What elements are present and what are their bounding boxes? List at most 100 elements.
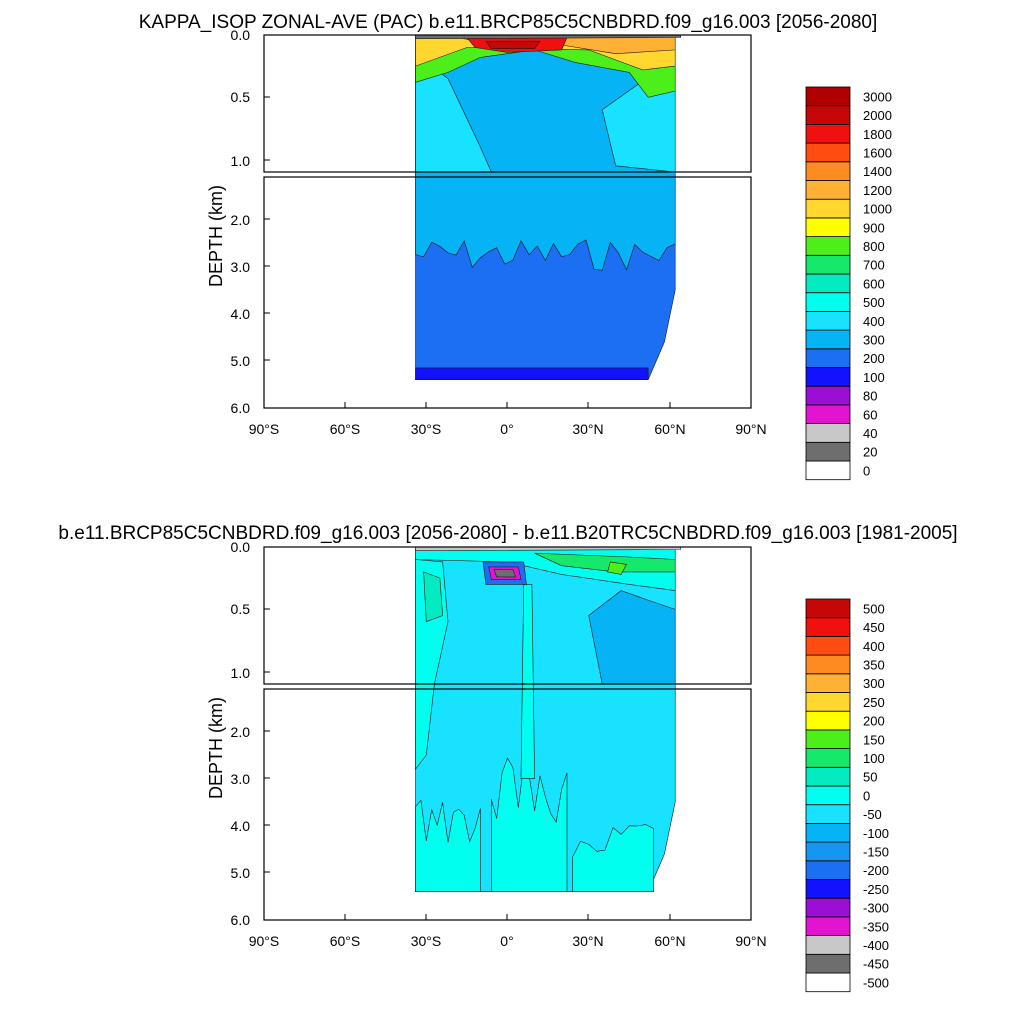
field-region [415, 171, 676, 271]
field-region [423, 571, 443, 623]
panel-2-y-ticks-upper: 0.0 0.5 1.0 [231, 539, 251, 681]
panel-1: KAPPA_ISOP ZONAL-AVE (PAC) b.e11.BRCP85C… [139, 12, 892, 481]
colorbar-label: 900 [863, 220, 885, 235]
colorbar-swatch [805, 217, 851, 237]
panel-2-title: b.e11.BRCP85C5CNBDRD.f09_g16.003 [2056-2… [58, 523, 957, 544]
colorbar-label: 1000 [863, 202, 892, 217]
field-region [415, 53, 492, 173]
colorbar-swatch [805, 654, 851, 675]
colorbar-label: 400 [863, 314, 885, 329]
colorbar-swatch [805, 441, 851, 462]
colorbar-label: 1600 [863, 145, 892, 160]
colorbar-label: 40 [863, 426, 877, 441]
colorbar-swatch [805, 86, 851, 107]
colorbar-swatch [805, 935, 851, 955]
colorbar-swatch [805, 180, 851, 200]
colorbar-swatch [805, 124, 851, 144]
colorbar-swatch [805, 673, 851, 693]
colorbar-label: 80 [863, 389, 877, 404]
y-tick-label: 3.0 [231, 259, 251, 275]
colorbar-swatch [805, 404, 851, 424]
colorbar-label: 200 [863, 351, 885, 366]
field-region [493, 569, 517, 578]
field-region [415, 799, 481, 892]
colorbar-swatch [805, 897, 851, 918]
field-region [485, 40, 541, 49]
colorbar-label: 150 [863, 732, 885, 747]
panel-1-x-ticks: 90°S 60°S 30°S 0° 30°N 60°N 90°N [249, 421, 767, 437]
colorbar-swatch [805, 879, 851, 899]
x-tick-label: 60°N [654, 421, 685, 437]
panel-2-field [415, 546, 681, 892]
y-tick-label: 6.0 [231, 912, 251, 928]
colorbar-label: 1200 [863, 183, 892, 198]
colorbar-swatch [805, 804, 851, 824]
colorbar-label: -500 [863, 975, 889, 990]
panel-2: b.e11.BRCP85C5CNBDRD.f09_g16.003 [2056-2… [58, 523, 958, 993]
colorbar-label: -100 [863, 826, 889, 841]
y-tick-label: 0.5 [231, 601, 251, 617]
colorbar-swatch [805, 972, 851, 993]
y-tick-label: 0.5 [231, 89, 251, 105]
y-tick-label: 1.0 [231, 153, 251, 169]
colorbar-swatch [805, 105, 851, 125]
colorbar-swatch [805, 310, 851, 331]
colorbar-label: 50 [863, 770, 877, 785]
panel-1-upper-frame [263, 34, 752, 173]
colorbar-swatch [805, 367, 851, 387]
colorbar-swatch [805, 785, 851, 806]
colorbar-label: 300 [863, 676, 885, 691]
colorbar-label: 400 [863, 639, 885, 654]
x-tick-label: 60°S [330, 933, 361, 949]
colorbar-label: 450 [863, 620, 885, 635]
colorbar-label: -400 [863, 938, 889, 953]
colorbar-label: 20 [863, 445, 877, 460]
colorbar-swatch [805, 841, 851, 862]
y-tick-label: 4.0 [231, 818, 251, 834]
colorbar-swatch [805, 617, 851, 637]
panel-1-y-axis-label: DEPTH (km) [206, 185, 226, 287]
y-tick-label: 5.0 [231, 353, 251, 369]
colorbar-label: -250 [863, 882, 889, 897]
y-tick-label: 4.0 [231, 306, 251, 322]
colorbar-swatch [805, 292, 851, 312]
colorbar-label: 700 [863, 258, 885, 273]
colorbar-swatch [805, 348, 851, 368]
x-tick-label: 60°N [654, 933, 685, 949]
x-tick-label: 0° [500, 421, 513, 437]
colorbar-label: 600 [863, 276, 885, 291]
colorbar-swatch [805, 236, 851, 256]
x-tick-label: 90°S [249, 933, 280, 949]
colorbar-label: 200 [863, 714, 885, 729]
panel-1-field [415, 34, 681, 380]
colorbar-label: 0 [863, 463, 870, 478]
colorbar-swatch [805, 254, 851, 275]
colorbar-swatch [805, 329, 851, 350]
x-tick-label: 0° [500, 933, 513, 949]
colorbar-label: -450 [863, 957, 889, 972]
x-tick-label: 30°N [572, 421, 603, 437]
y-tick-label: 0.0 [231, 539, 251, 555]
colorbar-swatch [805, 460, 851, 481]
panel-2-y-axis-label: DEPTH (km) [206, 697, 226, 799]
x-tick-label: 90°N [735, 421, 766, 437]
panel-1-tick-marks [264, 96, 671, 408]
x-tick-label: 90°S [249, 421, 280, 437]
colorbar-swatch [805, 198, 851, 219]
colorbar-swatch [805, 598, 851, 619]
x-tick-label: 90°N [735, 933, 766, 949]
panel-2-y-ticks-lower: 2.0 3.0 4.0 5.0 6.0 [231, 724, 251, 928]
field-region [491, 757, 568, 892]
panel-1-colorbar: 0 20 40 60 80 100 200 300 400 500 600 700 800 900 1000… [805, 86, 892, 481]
field-region [607, 561, 627, 575]
y-tick-label: 6.0 [231, 400, 251, 416]
colorbar-label: 250 [863, 695, 885, 710]
colorbar-label: 60 [863, 407, 877, 422]
x-tick-label: 60°S [330, 421, 361, 437]
colorbar-label: -200 [863, 863, 889, 878]
colorbar-swatch [805, 766, 851, 787]
colorbar-label: -150 [863, 844, 889, 859]
colorbar-swatch [805, 748, 851, 768]
colorbar-label: 500 [863, 601, 885, 616]
colorbar-swatch [805, 142, 851, 163]
